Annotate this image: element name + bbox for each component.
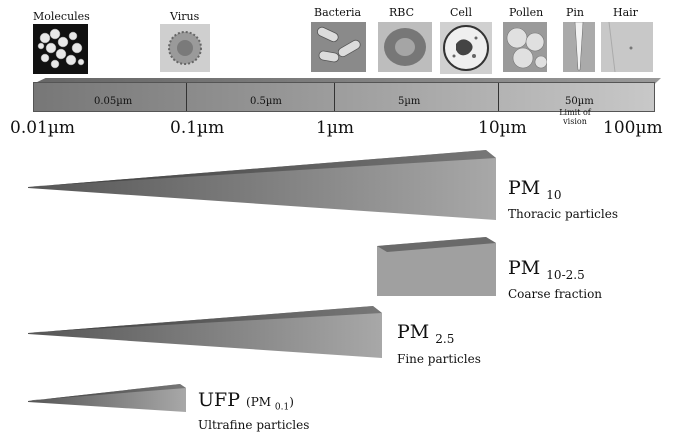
scale-divider [334,83,335,111]
label-pollen: Pollen [509,6,544,19]
molecules-icon [33,24,88,74]
scale-sublabel-0-5: 0.5µm [250,96,282,107]
label-virus: Virus [170,10,200,23]
pm10-description: Thoracic particles [508,207,618,221]
pm10-2-5-block [377,237,496,296]
rbc-icon [378,22,432,72]
hair-icon [601,22,653,72]
pm10-wedge [28,150,496,220]
label-bacteria: Bacteria [314,6,362,19]
label-molecules: Molecules [33,10,90,23]
scale-sublabel-50: 50µm [565,96,594,107]
tick-1: 1µm [316,118,354,138]
label-hair: Hair [613,6,638,19]
pm10-title: PM 10 [508,177,562,202]
label-cell: Cell [450,6,472,19]
ufp-title: UFP (PM 0.1) [198,389,294,413]
tick-100: 100µm [603,118,663,138]
pm2-5-description: Fine particles [397,352,481,366]
virus-icon [160,24,210,72]
pollen-icon [503,22,547,72]
limit-of-vision-label: Limit of vision [559,108,591,126]
bacteria-icon [311,22,366,72]
scale-bar-bevel [33,78,661,84]
pm2-5-wedge [28,306,382,358]
scale-divider [186,83,187,111]
label-rbc: RBC [389,6,414,19]
cell-icon [440,22,492,74]
pm2-5-title: PM 2.5 [397,321,455,346]
tick-0-1: 0.1µm [170,118,225,138]
tick-0-01: 0.01µm [10,118,76,138]
scale-sublabel-0-05: 0.05µm [94,96,133,107]
scale-sublabel-5: 5µm [398,96,421,107]
pm10-2-5-description: Coarse fraction [508,287,603,301]
ufp-wedge [28,384,186,412]
tick-10: 10µm [478,118,527,138]
pm10-2-5-title: PM 10-2.5 [508,257,585,282]
ufp-description: Ultrafine particles [198,418,310,432]
scale-divider [498,83,499,111]
pin-icon [563,22,595,72]
label-pin: Pin [566,6,585,19]
size-scale-bar: 0.05µm 0.5µm 5µm 50µm [33,82,655,112]
